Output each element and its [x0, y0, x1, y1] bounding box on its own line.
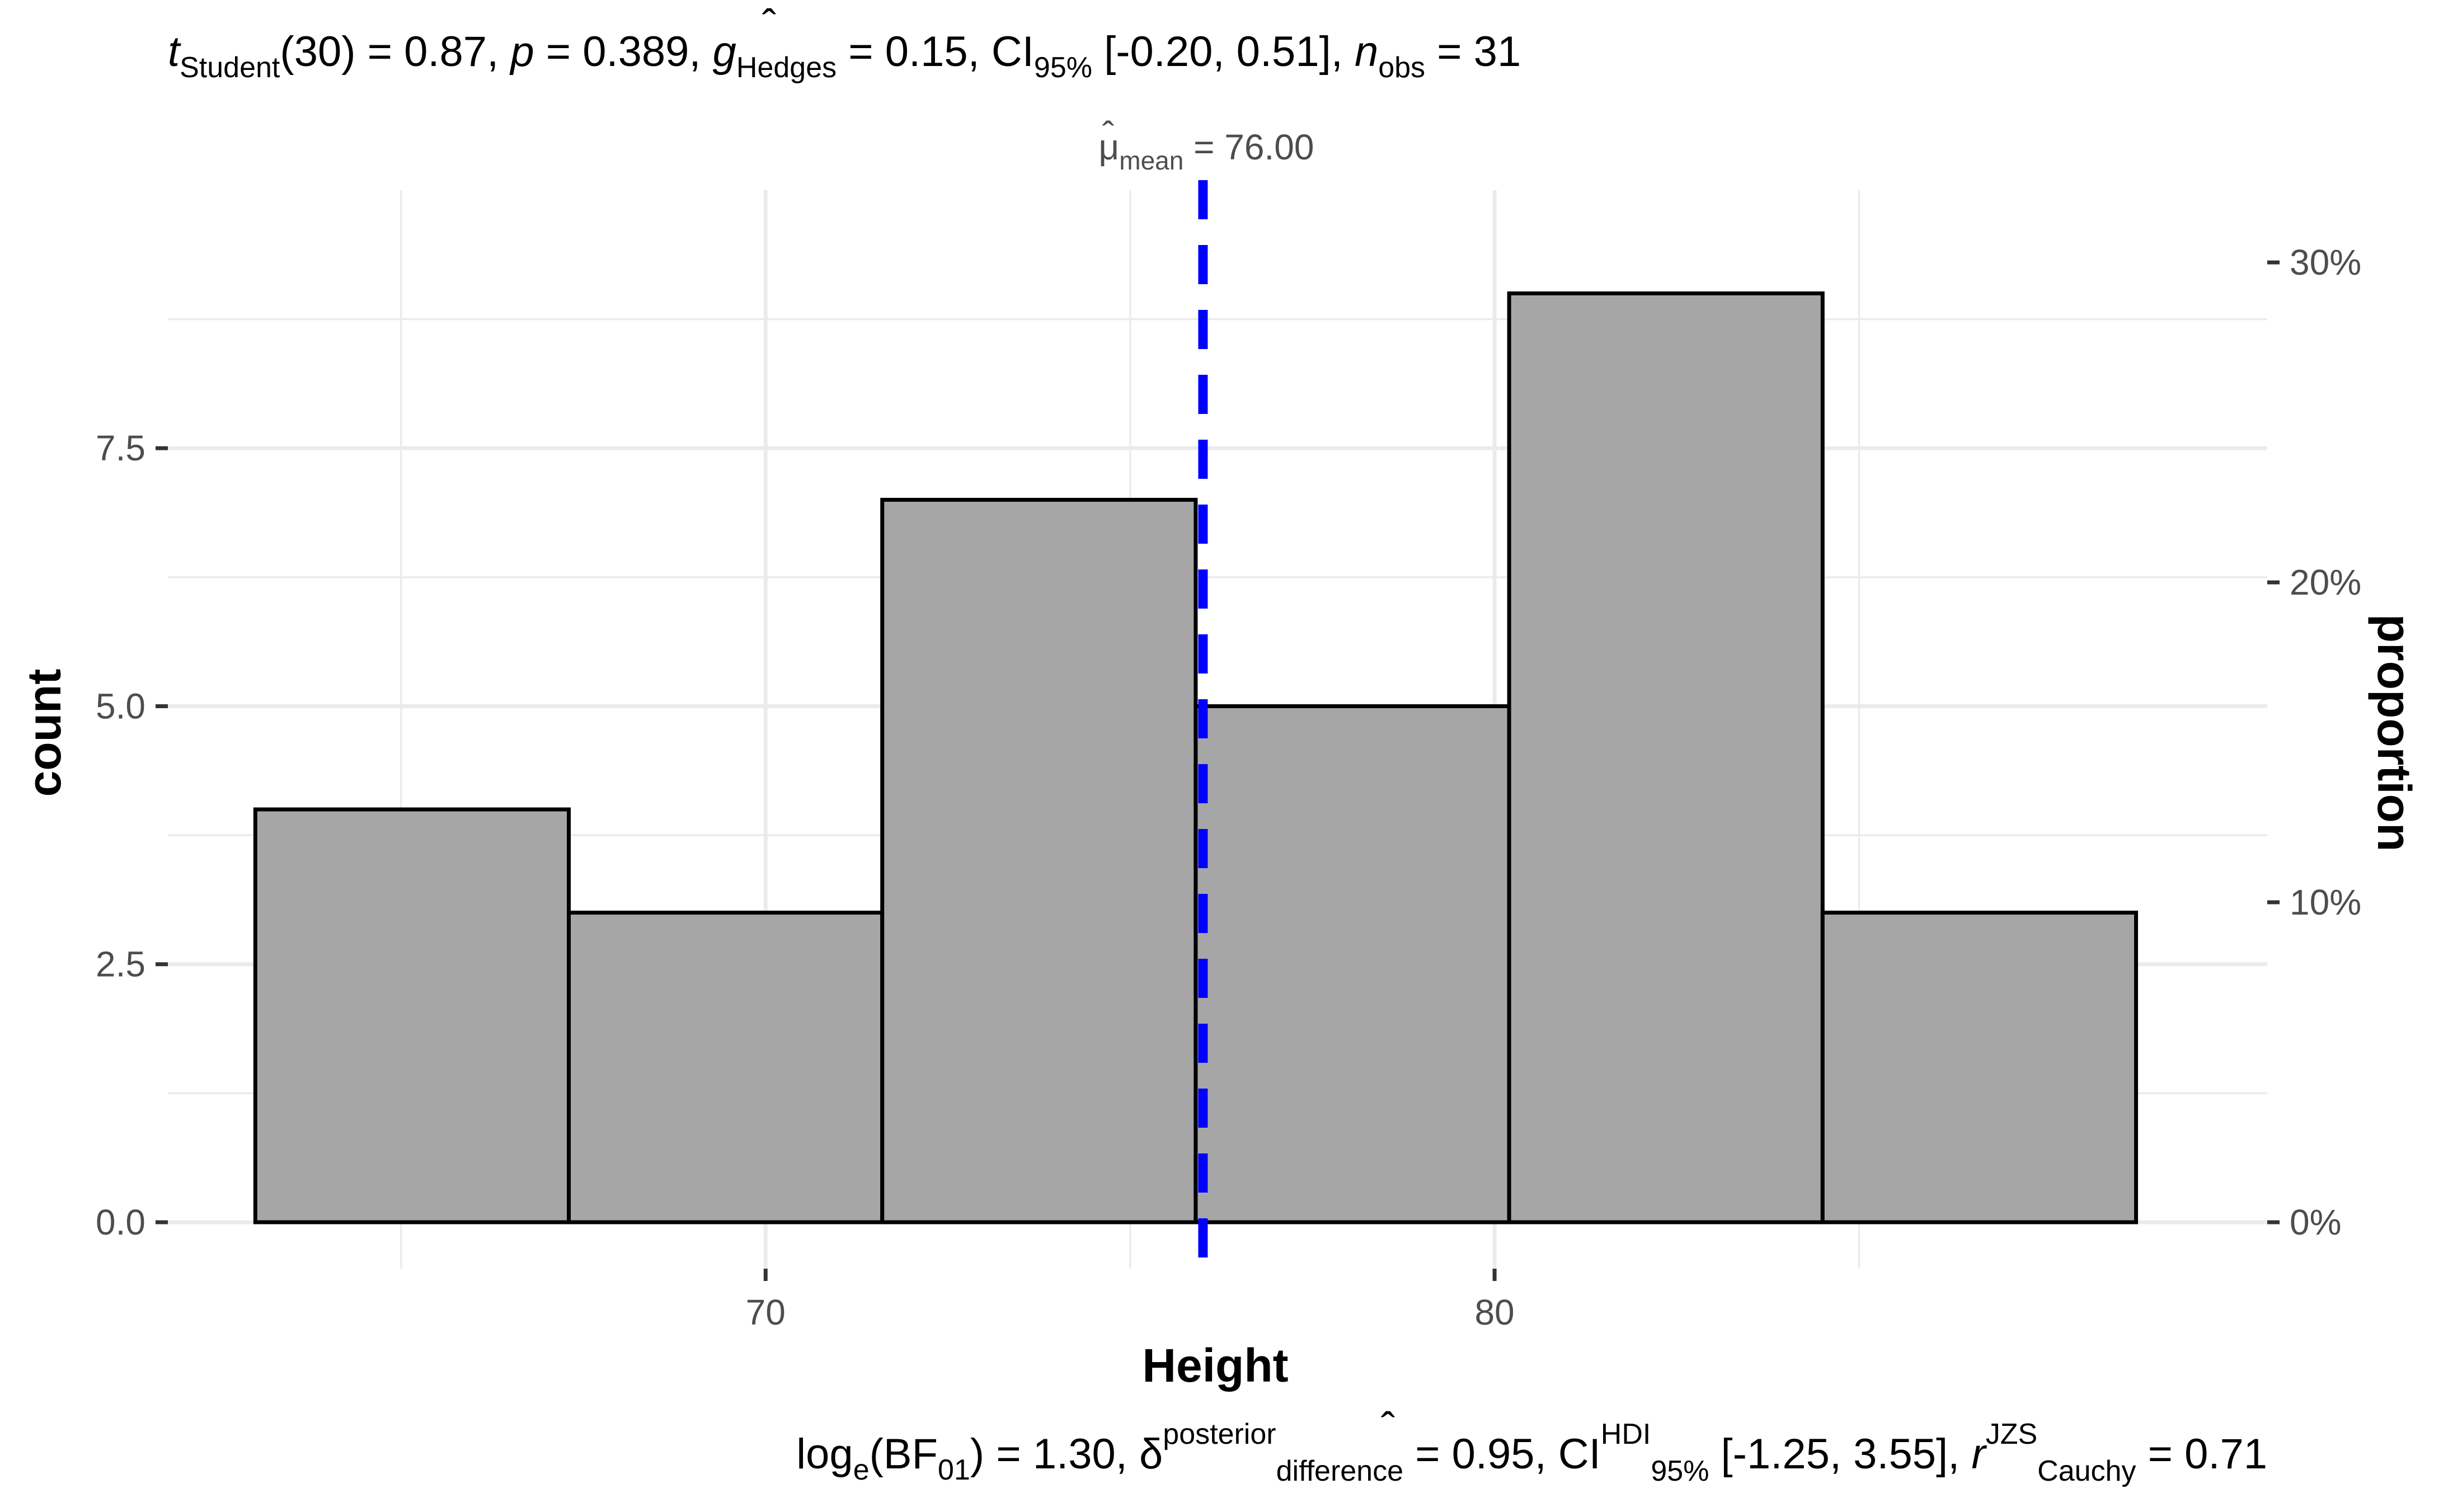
delta-superscript: posterior: [1163, 1418, 1276, 1450]
histogram-bar: [567, 910, 885, 1224]
y-tick-label: 7.5: [96, 428, 145, 468]
g-symbol: g: [713, 28, 736, 76]
r-value: = 0.71: [2136, 1430, 2267, 1478]
n-symbol: n: [1355, 28, 1378, 76]
mu-symbol: μ: [1098, 127, 1119, 167]
histogram-bars: [253, 291, 2139, 1224]
histogram-bar: [1194, 704, 1511, 1224]
t-subscript: Student: [180, 51, 280, 84]
delta-value: = 0.95, CI: [1403, 1430, 1601, 1478]
hdi-superscript: HDI: [1601, 1418, 1651, 1450]
x-axis: 70 80: [746, 1269, 1515, 1332]
t-symbol: t: [168, 28, 181, 76]
p-value: = 0.389,: [534, 28, 713, 76]
ci-value: [-0.20, 0.51],: [1092, 28, 1355, 76]
mu-subscript: mean: [1119, 146, 1183, 175]
histogram-bar: [1820, 910, 2139, 1224]
y-axis: 0.0 2.5 5.0 7.5: [96, 428, 168, 1242]
mean-value: = 76.00: [1183, 127, 1314, 167]
r-subscript: Cauchy: [2037, 1455, 2136, 1487]
p-symbol: p: [509, 28, 534, 76]
mean-label: μmean = 76.00: [1098, 127, 1314, 175]
bf-subscript: 01: [938, 1454, 970, 1486]
y-tick-label: 0.0: [96, 1202, 145, 1242]
y2-tick-label: 30%: [2290, 242, 2361, 282]
secondary-y-axis: 0% 10% 20% 30%: [2267, 242, 2361, 1242]
g-hat-accent: ˆ: [762, 1, 776, 49]
bf-text: (BF: [870, 1430, 938, 1478]
y2-axis-title: proportion: [2368, 614, 2421, 852]
histogram-bar: [253, 807, 571, 1224]
ci-subscript: 95%: [1034, 51, 1092, 84]
hdi-subscript: 95%: [1651, 1455, 1709, 1487]
delta-subscript: difference: [1276, 1455, 1403, 1487]
mu-hat-accent: ˆ: [1102, 114, 1114, 154]
y-axis-title: count: [18, 669, 71, 797]
histogram-bar: [880, 497, 1198, 1224]
y2-tick-label: 10%: [2290, 882, 2361, 922]
log-subscript: e: [853, 1454, 870, 1486]
delta-hat-accent: ˆ: [1381, 1404, 1395, 1452]
n-value: = 31: [1425, 28, 1521, 76]
r-symbol: r: [1971, 1430, 1987, 1478]
chart-subtitle: tStudent(30) = 0.87, p = 0.389, gHedges …: [168, 28, 1521, 84]
x-axis-title: Height: [1142, 1339, 1288, 1392]
t-value: (30) = 0.87,: [280, 28, 510, 76]
y-tick-label: 2.5: [96, 944, 145, 985]
x-tick-label: 80: [1474, 1292, 1514, 1332]
g-value: = 0.15, CI: [837, 28, 1034, 76]
n-subscript: obs: [1378, 51, 1425, 84]
chart-caption: loge(BF01) = 1.30, δposteriordifference …: [796, 1418, 2267, 1487]
y-tick-label: 5.0: [96, 686, 145, 726]
histogram-bar: [1507, 291, 1825, 1224]
log-text: log: [796, 1430, 853, 1478]
hdi-value: [-1.25, 3.55],: [1709, 1430, 1971, 1478]
r-superscript: JZS: [1986, 1418, 2037, 1450]
y2-tick-label: 0%: [2290, 1202, 2342, 1242]
delta-symbol: δ: [1139, 1430, 1163, 1478]
g-subscript: Hedges: [736, 51, 837, 84]
y2-tick-label: 20%: [2290, 562, 2361, 602]
bf-value: ) = 1.30,: [970, 1430, 1139, 1478]
x-tick-label: 70: [746, 1292, 786, 1332]
